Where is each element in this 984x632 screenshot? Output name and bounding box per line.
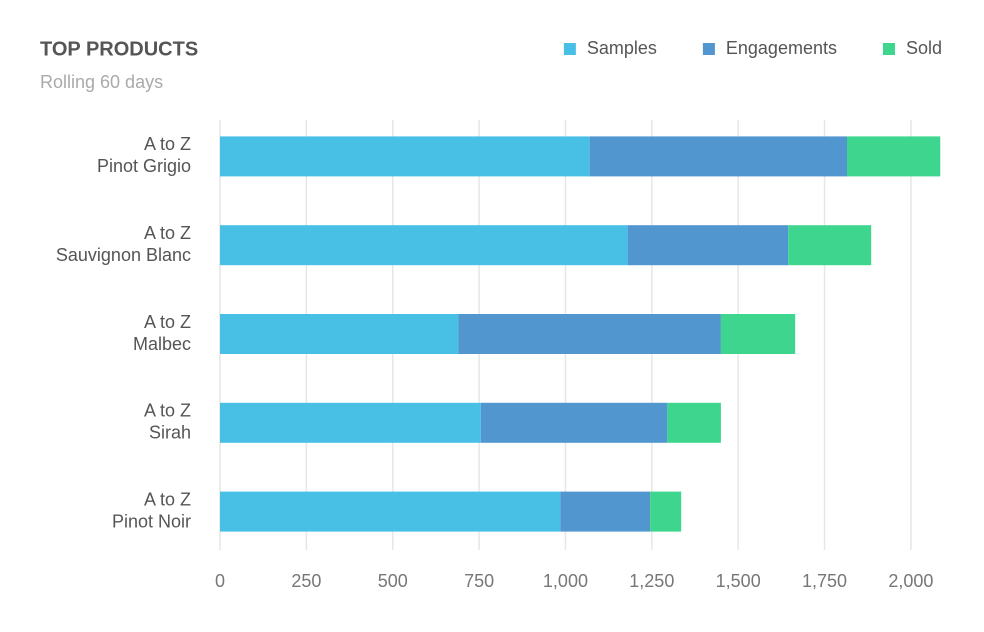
x-tick-label: 500 [378, 571, 408, 591]
y-tick-label: Pinot Noir [112, 511, 191, 531]
x-tick-label: 750 [464, 571, 494, 591]
y-tick-label: A to Z [144, 401, 191, 421]
x-tick-label: 1,000 [543, 571, 588, 591]
bar-segment [788, 225, 872, 266]
bar-segment [220, 136, 590, 177]
x-tick-label: 250 [291, 571, 321, 591]
legend-swatch [702, 43, 715, 55]
legend-swatch [882, 43, 895, 55]
bar-segment [480, 402, 668, 443]
bar-segment [627, 225, 789, 266]
bar-segment [220, 225, 628, 266]
y-tick-label: Malbec [133, 334, 191, 354]
legend-label: Samples [587, 38, 657, 58]
chart-title: TOP PRODUCTS [40, 38, 198, 60]
bar-segment [650, 491, 682, 532]
bar-segment [589, 136, 847, 177]
y-tick-label: Pinot Grigio [97, 156, 191, 176]
legend-label: Engagements [726, 38, 837, 58]
bar-segment [847, 136, 941, 177]
bar-segment [458, 314, 721, 354]
bar-segment [220, 402, 481, 443]
legend-swatch [563, 43, 576, 55]
y-tick-label: Sirah [149, 423, 191, 443]
x-tick-label: 0 [215, 571, 225, 591]
x-tick-label: 1,500 [716, 571, 761, 591]
y-tick-label: Sauvignon Blanc [56, 245, 191, 265]
bar-segment [720, 314, 796, 354]
bar-segment [220, 314, 459, 354]
y-tick-label: A to Z [144, 489, 191, 509]
x-tick-label: 1,750 [802, 571, 847, 591]
legend-label: Sold [906, 38, 942, 58]
y-tick-label: A to Z [144, 134, 191, 154]
bar-segment [667, 402, 721, 443]
x-tick-label: 1,250 [629, 571, 674, 591]
y-tick-label: A to Z [144, 312, 191, 332]
bar-segment [560, 491, 651, 532]
bar-segment [220, 491, 561, 532]
x-tick-label: 2,000 [888, 571, 933, 591]
chart-subtitle: Rolling 60 days [40, 72, 163, 92]
y-tick-label: A to Z [144, 223, 191, 243]
